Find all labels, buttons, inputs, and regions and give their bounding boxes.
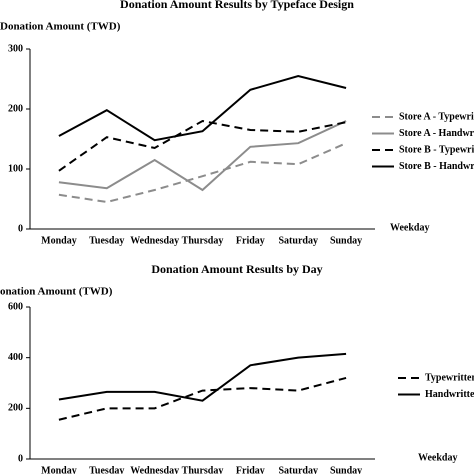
x-tick-label: Monday (41, 465, 77, 474)
x-tick-label: Tuesday (89, 465, 124, 474)
x-tick-label: Thursday (182, 465, 224, 474)
x-tick-label: Monday (41, 235, 77, 246)
y-tick-label: 100 (8, 163, 23, 174)
y-tick-label: 200 (8, 403, 23, 414)
x-tick-label: Sunday (330, 235, 362, 246)
x-tick-label: Saturday (278, 465, 317, 474)
series-line (58, 352, 347, 402)
x-axis-label: Weekday (390, 222, 429, 233)
x-axis-label: Weekday (418, 452, 457, 463)
series-line (58, 120, 347, 192)
chart-title: Donation Amount Results by Typeface Desi… (120, 0, 354, 11)
x-tick-label: Wednesday (130, 235, 179, 246)
chart-title: Donation Amount Results by Day (151, 262, 322, 276)
y-tick-label: 400 (8, 352, 23, 363)
y-axis-label: Donation Amount (TWD) (0, 21, 121, 33)
legend-label: Store A - Typewritten (399, 111, 474, 122)
x-tick-label: Wednesday (130, 465, 179, 474)
y-tick-label: 300 (8, 43, 23, 54)
y-axis-label: Donation Amount (TWD) (0, 286, 113, 298)
x-tick-label: Friday (236, 465, 265, 474)
legend-label: Store B - Typewritten (399, 144, 474, 155)
legend-label: Store A - Handwritten (399, 128, 474, 139)
y-tick-label: 600 (8, 301, 23, 312)
series-line (58, 142, 347, 204)
x-tick-label: Thursday (182, 235, 224, 246)
legend-label: Typewritten (425, 372, 474, 383)
x-tick-label: Saturday (278, 235, 317, 246)
y-tick-label: 0 (18, 223, 23, 234)
x-tick-label: Friday (236, 235, 265, 246)
legend-label: Handwritten (425, 389, 474, 400)
legend-label: Store B - Handwritten (399, 161, 474, 172)
series-line (58, 74, 347, 142)
series-line (58, 376, 347, 421)
x-tick-label: Tuesday (89, 235, 124, 246)
y-tick-label: 0 (18, 453, 23, 464)
y-tick-label: 200 (8, 103, 23, 114)
series-line (58, 119, 347, 172)
x-tick-label: Sunday (330, 465, 362, 474)
